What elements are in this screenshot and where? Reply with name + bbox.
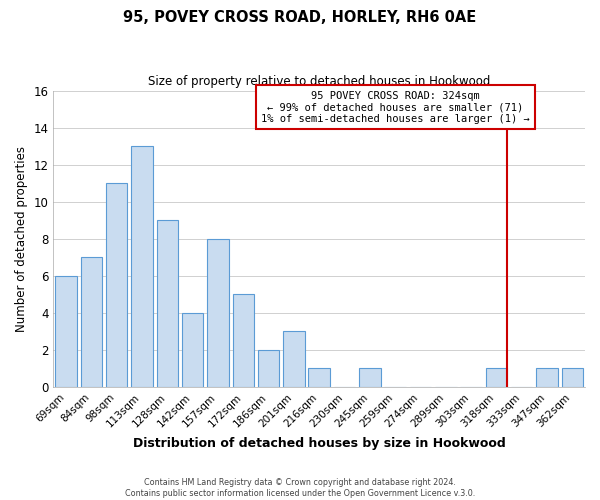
Text: 95, POVEY CROSS ROAD, HORLEY, RH6 0AE: 95, POVEY CROSS ROAD, HORLEY, RH6 0AE [124, 10, 476, 25]
Bar [55, 276, 77, 387]
Bar [536, 368, 558, 387]
Bar [106, 183, 127, 387]
Title: Size of property relative to detached houses in Hookwood: Size of property relative to detached ho… [148, 75, 490, 88]
Bar [207, 239, 229, 387]
X-axis label: Distribution of detached houses by size in Hookwood: Distribution of detached houses by size … [133, 437, 506, 450]
Bar [131, 146, 153, 387]
Bar [233, 294, 254, 387]
Bar [562, 368, 583, 387]
Bar [308, 368, 330, 387]
Bar [182, 313, 203, 387]
Bar [359, 368, 380, 387]
Bar [80, 258, 102, 387]
Bar [258, 350, 280, 387]
Y-axis label: Number of detached properties: Number of detached properties [15, 146, 28, 332]
Bar [485, 368, 507, 387]
Text: 95 POVEY CROSS ROAD: 324sqm
← 99% of detached houses are smaller (71)
1% of semi: 95 POVEY CROSS ROAD: 324sqm ← 99% of det… [261, 90, 530, 124]
Text: Contains HM Land Registry data © Crown copyright and database right 2024.
Contai: Contains HM Land Registry data © Crown c… [125, 478, 475, 498]
Bar [283, 332, 305, 387]
Bar [157, 220, 178, 387]
